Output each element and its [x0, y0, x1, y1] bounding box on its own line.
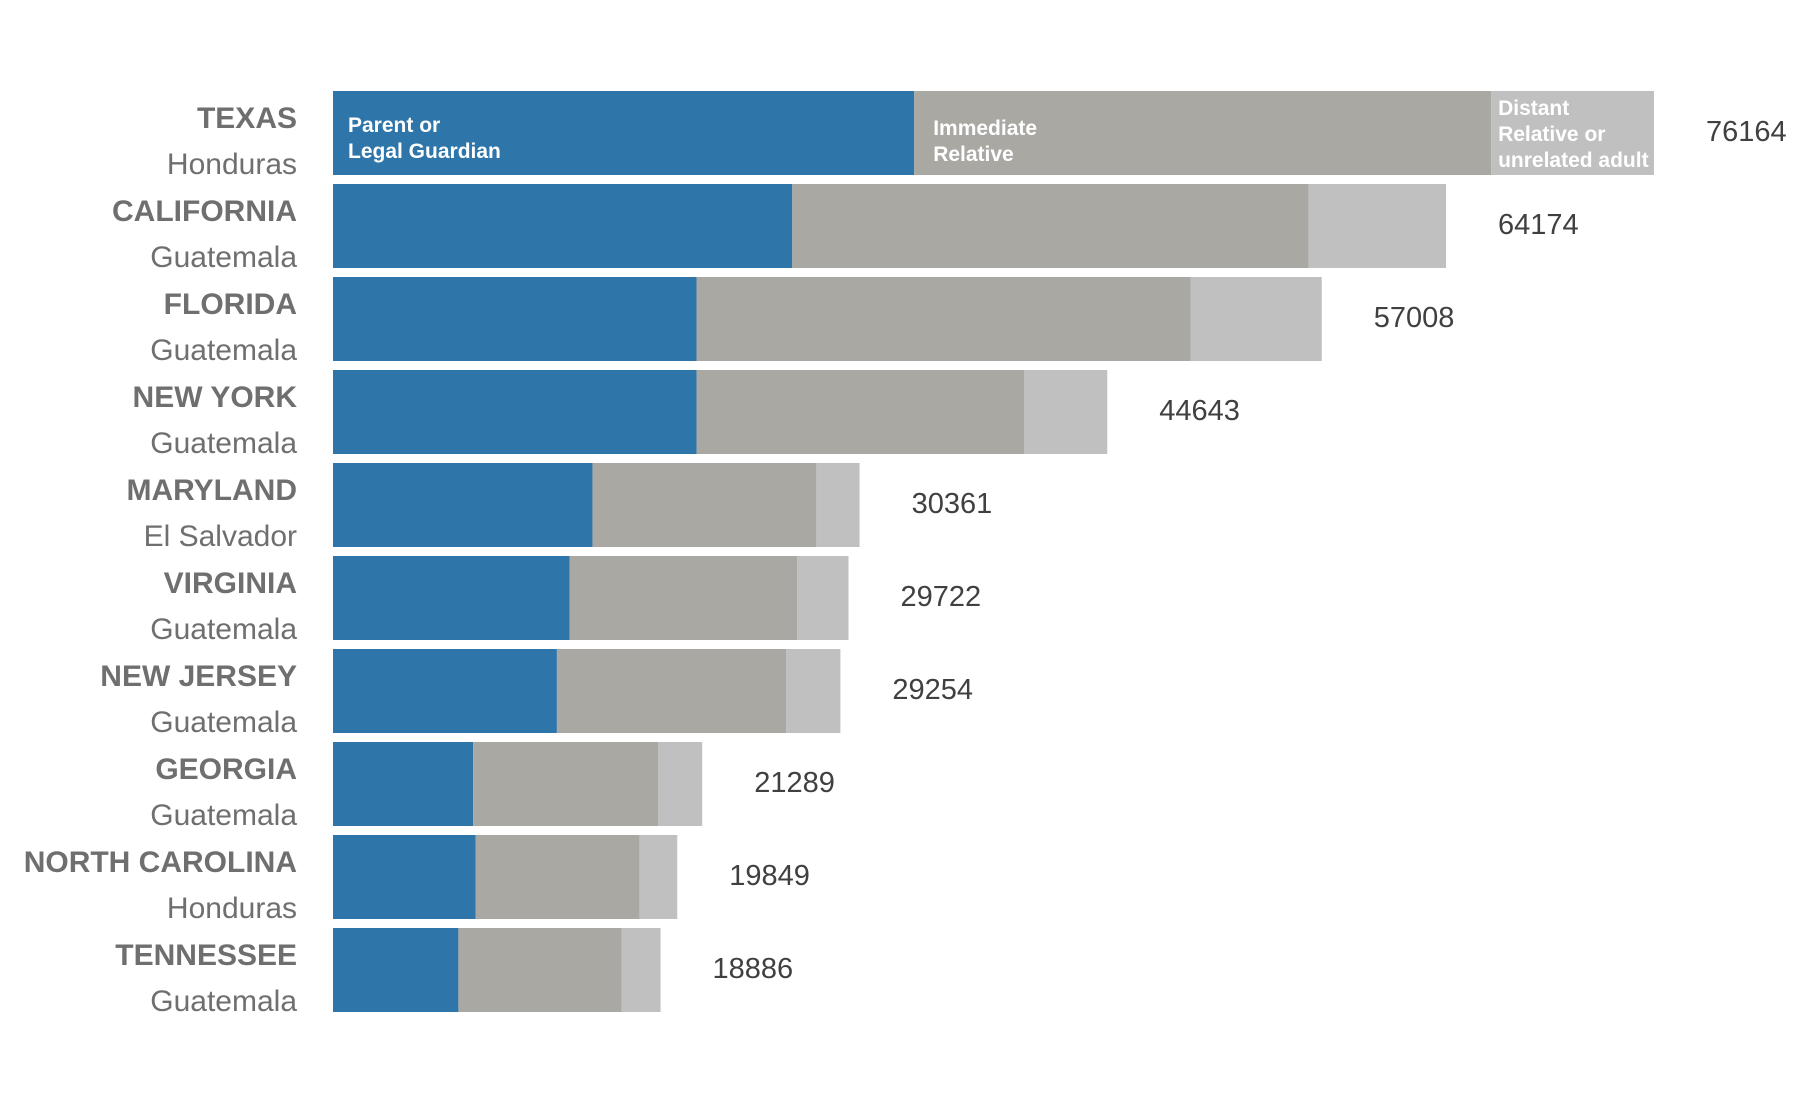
country-label-virginia: Guatemala: [150, 613, 297, 646]
total-label-new-york: 44643: [1159, 395, 1240, 427]
bar-segment-virginia-2: [569, 556, 798, 640]
bar-segment-california-3: [1308, 184, 1447, 268]
total-label-california: 64174: [1498, 209, 1579, 241]
total-label-maryland: 30361: [912, 488, 993, 520]
bar-segment-new-jersey-3: [786, 649, 841, 733]
legend-label-series-1: Legal Guardian: [348, 140, 501, 163]
bar-segment-georgia-3: [658, 742, 703, 826]
legend-label-series-2: Relative: [933, 143, 1014, 166]
bar-segment-tennessee-1: [333, 928, 459, 1012]
bar-segment-texas-3: [1491, 91, 1654, 175]
country-label-florida: Guatemala: [150, 334, 297, 367]
bar-segment-north-carolina-3: [639, 835, 678, 919]
country-label-georgia: Guatemala: [150, 799, 297, 832]
bar-segment-new-york-1: [333, 370, 697, 454]
total-label-georgia: 21289: [754, 767, 835, 799]
bar-segment-maryland-2: [592, 463, 817, 547]
legend-label-series-2: Immediate: [933, 117, 1037, 140]
country-label-new-jersey: Guatemala: [150, 706, 297, 739]
total-label-texas: 76164: [1706, 116, 1787, 148]
state-label-north-carolina: NORTH CAROLINA: [24, 846, 297, 879]
total-label-new-jersey: 29254: [892, 674, 973, 706]
total-label-florida: 57008: [1374, 302, 1455, 334]
bar-segment-california-2: [792, 184, 1309, 268]
bar-segment-tennessee-3: [621, 928, 661, 1012]
legend-label-series-3: Distant: [1498, 97, 1569, 120]
legend-label-series-3: Relative or: [1498, 123, 1605, 146]
bar-segment-florida-2: [696, 277, 1191, 361]
bar-segment-california-1: [333, 184, 793, 268]
bar-segment-georgia-1: [333, 742, 474, 826]
bar-segment-florida-3: [1190, 277, 1322, 361]
bar-segment-north-carolina-1: [333, 835, 476, 919]
state-label-virginia: VIRGINIA: [164, 567, 297, 600]
state-label-georgia: GEORGIA: [155, 753, 297, 786]
bar-segment-georgia-2: [473, 742, 659, 826]
legend-label-series-3: unrelated adult: [1498, 149, 1649, 172]
bar-segment-virginia-1: [333, 556, 570, 640]
state-label-florida: FLORIDA: [164, 288, 297, 321]
bar-segment-tennessee-2: [458, 928, 622, 1012]
state-label-texas: TEXAS: [197, 102, 297, 135]
bar-segment-new-york-2: [696, 370, 1024, 454]
bar-segment-new-jersey-1: [333, 649, 557, 733]
total-label-north-carolina: 19849: [729, 860, 810, 892]
state-label-tennessee: TENNESSEE: [115, 939, 297, 972]
bar-segment-new-york-3: [1023, 370, 1108, 454]
bar-segment-virginia-3: [797, 556, 849, 640]
bar-segment-new-jersey-2: [556, 649, 787, 733]
state-label-new-york: NEW YORK: [133, 381, 298, 414]
state-label-new-jersey: NEW JERSEY: [100, 660, 297, 693]
bar-segment-maryland-1: [333, 463, 593, 547]
state-label-maryland: MARYLAND: [126, 474, 297, 507]
bar-segment-texas-2: [914, 91, 1492, 175]
legend-label-series-1: Parent or: [348, 114, 440, 137]
country-label-maryland: El Salvador: [144, 520, 297, 553]
bar-segment-florida-1: [333, 277, 697, 361]
country-label-north-carolina: Honduras: [167, 892, 297, 925]
bar-segment-maryland-3: [816, 463, 860, 547]
total-label-tennessee: 18886: [713, 953, 794, 985]
bar-segment-texas-1: [333, 91, 915, 175]
country-label-california: Guatemala: [150, 241, 297, 274]
country-label-tennessee: Guatemala: [150, 985, 297, 1018]
country-label-new-york: Guatemala: [150, 427, 297, 460]
total-label-virginia: 29722: [901, 581, 982, 613]
country-label-texas: Honduras: [167, 148, 297, 181]
bar-segment-north-carolina-2: [475, 835, 640, 919]
state-label-california: CALIFORNIA: [112, 195, 297, 228]
